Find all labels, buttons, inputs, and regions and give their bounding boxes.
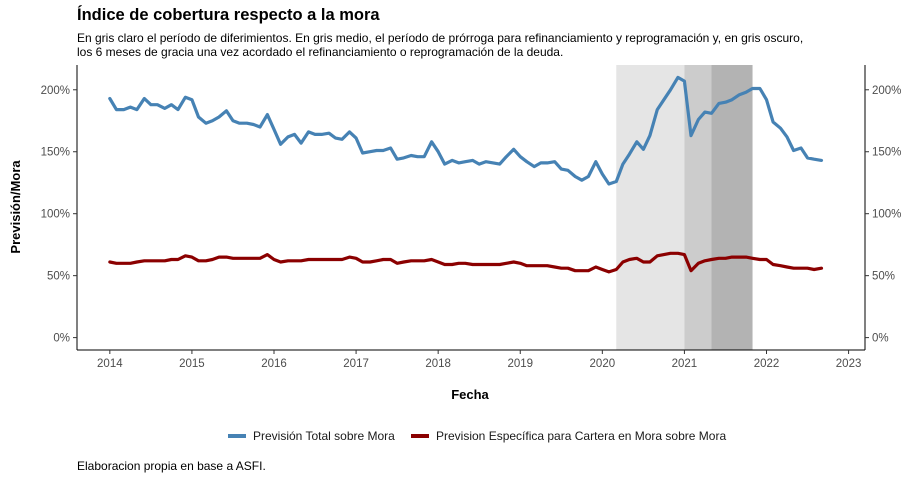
y-tick-label-left: 100% (41, 209, 70, 221)
y-tick-label-right: 100% (872, 209, 901, 221)
chart-title: Índice de cobertura respecto a la mora (77, 6, 380, 24)
axes: 2014 2015 2016 2017 2018 2019 2020 2021 2022 2023… (41, 65, 901, 370)
subtitle-line-1: En gris claro el período de diferimiento… (77, 31, 804, 45)
legend-label-1: Previsión Total sobre Mora (253, 429, 395, 443)
source-caption: Elaboracion propia en base a ASFI. (77, 459, 266, 473)
chart-subtitle: En gris claro el período de diferimiento… (77, 31, 877, 59)
y-tick-label-right: 200% (872, 85, 901, 97)
series-lines (108, 75, 824, 274)
y-tick-label-left: 50% (47, 271, 70, 283)
y-tick-label-right: 150% (872, 147, 901, 159)
y-tick-label-right: 0% (872, 333, 889, 345)
shaded-period-1 (616, 65, 685, 350)
y-axis-title: Previsión/Mora (8, 160, 23, 254)
legend-label-2: Prevision Específica para Cartera en Mor… (436, 429, 726, 443)
x-tick-label: 2015 (179, 358, 205, 370)
x-tick-label: 2020 (590, 358, 616, 370)
x-tick-label: 2023 (836, 358, 862, 370)
x-tick-label: 2019 (507, 358, 533, 370)
legend: Previsión Total sobre Mora Prevision Espe… (228, 429, 726, 443)
x-tick-label: 2018 (425, 358, 451, 370)
y-tick-label-left: 150% (41, 147, 70, 159)
subtitle-line-2: los 6 meses de gracia una vez acordado e… (77, 45, 564, 59)
shaded-periods (616, 65, 753, 350)
x-tick-label: 2017 (343, 358, 369, 370)
x-axis-title: Fecha (451, 387, 489, 402)
x-tick-label: 2016 (261, 358, 287, 370)
x-tick-label: 2014 (97, 358, 123, 370)
x-tick-label: 2022 (754, 358, 780, 370)
y-tick-label-right: 50% (872, 271, 895, 283)
series-line-2 (108, 251, 824, 274)
y-tick-label-left: 0% (53, 333, 70, 345)
y-tick-label-left: 200% (41, 85, 70, 97)
shaded-period-3 (711, 65, 753, 350)
x-tick-label: 2021 (672, 358, 698, 370)
series-line-1 (108, 75, 824, 186)
